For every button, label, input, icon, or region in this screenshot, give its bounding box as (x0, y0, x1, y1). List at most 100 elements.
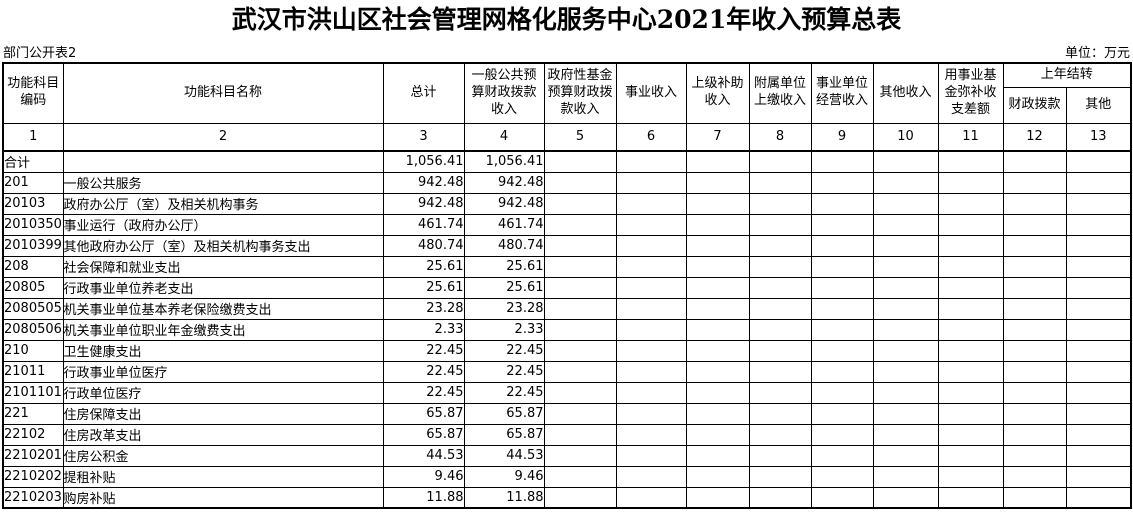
col-header-affiliate-remit: 附属单位 上缴收入 (748, 62, 812, 124)
table-row: 20103 政府办公厅（室）及相关机构事务 942.48 942.48 (2, 192, 1132, 215)
empty-cell (543, 234, 617, 257)
empty-cell (1065, 255, 1132, 278)
total-cell: 25.61 (382, 255, 465, 278)
name-cell: 社会保障和就业支出 (62, 255, 384, 278)
name-cell: 住房保障支出 (62, 402, 384, 425)
empty-cell (1002, 423, 1067, 446)
disclosure-table-label: 部门公开表2 (3, 46, 77, 61)
empty-cell (872, 339, 939, 362)
empty-cell (1065, 171, 1132, 194)
empty-cell (543, 465, 617, 488)
empty-cell (1065, 360, 1132, 383)
table-row: 21011 行政事业单位医疗 22.45 22.45 (2, 360, 1132, 383)
general-budget-cell: 9.46 (463, 465, 545, 488)
empty-cell (1002, 192, 1067, 215)
table-row: 22102 住房改革支出 65.87 65.87 (2, 423, 1132, 446)
table-row: 210 卫生健康支出 22.45 22.45 (2, 339, 1132, 362)
table-row: 2210202 提租补贴 9.46 9.46 (2, 465, 1132, 488)
empty-cell (615, 486, 687, 509)
empty-cell (1002, 486, 1067, 509)
code-cell: 221 (2, 402, 64, 425)
col-header-total: 总计 (382, 62, 465, 124)
total-cell: 65.87 (382, 402, 465, 425)
page-title: 武汉市洪山区社会管理网格化服务中心2021年收入预算总表 (231, 5, 902, 34)
empty-cell (810, 192, 874, 215)
column-number: 11 (937, 122, 1004, 152)
name-cell: 行政事业单位医疗 (62, 360, 384, 383)
empty-cell (937, 465, 1004, 488)
empty-cell (872, 318, 939, 341)
col-header-operating-income: 事业单位 经营收入 (810, 62, 874, 124)
code-cell: 201 (2, 171, 64, 194)
general-budget-cell: 22.45 (463, 381, 545, 404)
empty-cell (1002, 360, 1067, 383)
empty-cell (937, 192, 1004, 215)
empty-cell (937, 486, 1004, 509)
total-cell: 44.53 (382, 444, 465, 467)
empty-cell (1065, 444, 1132, 467)
column-number: 1 (2, 122, 64, 152)
empty-cell (685, 234, 750, 257)
empty-cell (810, 444, 874, 467)
empty-cell (1002, 234, 1067, 257)
empty-cell (748, 255, 812, 278)
total-cell: 11.88 (382, 486, 465, 509)
empty-cell (543, 381, 617, 404)
empty-cell (937, 423, 1004, 446)
code-cell: 2101101 (2, 381, 64, 404)
empty-cell (1065, 423, 1132, 446)
empty-cell (810, 381, 874, 404)
code-cell: 21011 (2, 360, 64, 383)
general-budget-cell: 1,056.41 (463, 150, 545, 173)
empty-cell (1065, 318, 1132, 341)
code-cell: 210 (2, 339, 64, 362)
empty-cell (685, 318, 750, 341)
total-cell: 942.48 (382, 192, 465, 215)
empty-cell (615, 360, 687, 383)
col-header-service-income: 事业收入 (615, 62, 687, 124)
empty-cell (1002, 255, 1067, 278)
empty-cell (872, 486, 939, 509)
empty-cell (685, 192, 750, 215)
table-row: 2080506 机关事业单位职业年金缴费支出 2.33 2.33 (2, 318, 1132, 341)
empty-cell (615, 318, 687, 341)
empty-cell (685, 444, 750, 467)
empty-cell (543, 171, 617, 194)
empty-cell (1065, 465, 1132, 488)
col-header-carryover-fiscal: 财政拨款 (1002, 86, 1067, 124)
empty-cell (1065, 402, 1132, 425)
empty-cell (810, 486, 874, 509)
table-row: 2080505 机关事业单位基本养老保险缴费支出 23.28 23.28 (2, 297, 1132, 320)
name-cell: 购房补贴 (62, 486, 384, 509)
empty-cell (872, 171, 939, 194)
empty-cell (615, 444, 687, 467)
column-number: 12 (1002, 122, 1067, 152)
col-header-carryover-other: 其他 (1065, 86, 1132, 124)
empty-cell (1065, 192, 1132, 215)
empty-cell (685, 381, 750, 404)
empty-cell (748, 276, 812, 299)
name-cell: 机关事业单位职业年金缴费支出 (62, 318, 384, 341)
column-number: 8 (748, 122, 812, 152)
empty-cell (872, 150, 939, 173)
table-row: 20805 行政事业单位养老支出 25.61 25.61 (2, 276, 1132, 299)
empty-cell (937, 171, 1004, 194)
empty-cell (748, 402, 812, 425)
name-cell: 其他政府办公厅（室）及相关机构事务支出 (62, 234, 384, 257)
empty-cell (937, 276, 1004, 299)
empty-cell (872, 423, 939, 446)
empty-cell (543, 213, 617, 236)
empty-cell (543, 318, 617, 341)
table-row: 2010350 事业运行（政府办公厅） 461.74 461.74 (2, 213, 1132, 236)
table-row: 2101101 行政单位医疗 22.45 22.45 (2, 381, 1132, 404)
general-budget-cell: 480.74 (463, 234, 545, 257)
empty-cell (937, 360, 1004, 383)
empty-cell (615, 255, 687, 278)
empty-cell (1065, 381, 1132, 404)
col-header-superior-subsidy: 上级补助 收入 (685, 62, 750, 124)
empty-cell (810, 213, 874, 236)
empty-cell (685, 423, 750, 446)
empty-cell (1065, 150, 1132, 173)
empty-cell (810, 255, 874, 278)
column-number: 9 (810, 122, 874, 152)
